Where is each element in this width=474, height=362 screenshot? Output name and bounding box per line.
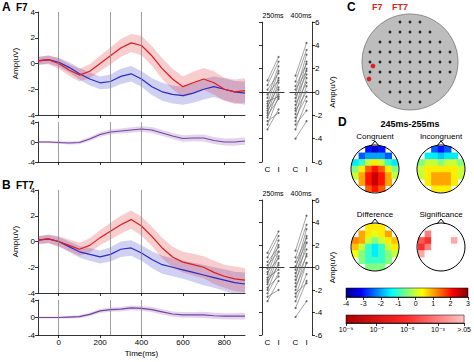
svg-text:2: 2 bbox=[31, 211, 36, 220]
svg-text:0: 0 bbox=[56, 338, 61, 347]
svg-text:F7: F7 bbox=[372, 2, 383, 12]
svg-text:-4: -4 bbox=[27, 110, 35, 120]
svg-text:-2: -2 bbox=[315, 111, 323, 120]
svg-text:250ms: 250ms bbox=[262, 190, 284, 197]
svg-text:C: C bbox=[293, 165, 299, 174]
svg-text:2: 2 bbox=[449, 300, 453, 307]
svg-text:A: A bbox=[2, 0, 11, 14]
svg-text:0: 0 bbox=[31, 138, 36, 147]
svg-text:-4: -4 bbox=[315, 134, 323, 143]
svg-text:Significance: Significance bbox=[419, 210, 463, 219]
svg-text:F7: F7 bbox=[16, 2, 28, 13]
svg-text:-1: -1 bbox=[395, 300, 401, 307]
svg-text:-4: -4 bbox=[343, 300, 349, 307]
svg-text:Time(ms): Time(ms) bbox=[125, 349, 159, 358]
svg-text:-2: -2 bbox=[315, 286, 323, 295]
svg-text:0: 0 bbox=[31, 59, 36, 68]
svg-text:245ms-255ms: 245ms-255ms bbox=[380, 119, 439, 129]
svg-text:C: C bbox=[265, 338, 271, 347]
svg-text:200: 200 bbox=[93, 338, 107, 347]
svg-text:FT7: FT7 bbox=[392, 2, 408, 12]
svg-text:10⁻⁹: 10⁻⁹ bbox=[339, 326, 353, 333]
svg-text:0: 0 bbox=[31, 237, 36, 246]
svg-text:1: 1 bbox=[431, 300, 435, 307]
svg-text:-4: -4 bbox=[27, 288, 35, 298]
svg-text:2: 2 bbox=[315, 64, 320, 73]
svg-text:600: 600 bbox=[176, 338, 190, 347]
svg-text:4: 4 bbox=[31, 8, 36, 17]
svg-text:Amp(uV): Amp(uV) bbox=[11, 225, 20, 257]
svg-text:C: C bbox=[265, 165, 271, 174]
svg-text:I: I bbox=[305, 338, 307, 347]
svg-text:0: 0 bbox=[315, 88, 320, 97]
svg-text:-4: -4 bbox=[315, 308, 323, 317]
svg-text:I: I bbox=[305, 165, 307, 174]
svg-text:-3: -3 bbox=[360, 300, 366, 307]
svg-text:Congruent: Congruent bbox=[356, 132, 394, 141]
svg-text:2: 2 bbox=[31, 33, 36, 42]
svg-text:FT7: FT7 bbox=[16, 180, 34, 191]
svg-text:-4: -4 bbox=[28, 331, 36, 340]
svg-text:6: 6 bbox=[315, 18, 320, 27]
svg-text:6: 6 bbox=[315, 196, 320, 205]
svg-text:0: 0 bbox=[31, 313, 36, 322]
svg-text:Difference: Difference bbox=[357, 210, 394, 219]
svg-text:I: I bbox=[277, 165, 279, 174]
svg-text:-2: -2 bbox=[28, 85, 36, 94]
svg-text:3: 3 bbox=[466, 300, 470, 307]
svg-text:4: 4 bbox=[315, 218, 320, 227]
svg-text:10⁻³: 10⁻³ bbox=[431, 326, 445, 333]
svg-text:2: 2 bbox=[315, 241, 320, 250]
svg-text:B: B bbox=[2, 178, 11, 192]
svg-text:-4: -4 bbox=[28, 158, 36, 167]
svg-text:Amp(uV): Amp(uV) bbox=[11, 47, 20, 79]
svg-text:C: C bbox=[347, 0, 356, 14]
svg-text:4: 4 bbox=[315, 41, 320, 50]
svg-text:4: 4 bbox=[31, 118, 36, 127]
svg-text:-2: -2 bbox=[378, 300, 384, 307]
svg-text:10⁻⁵: 10⁻⁵ bbox=[400, 326, 414, 333]
svg-text:400ms: 400ms bbox=[290, 12, 312, 19]
svg-text:-2: -2 bbox=[28, 263, 36, 272]
svg-text:400: 400 bbox=[135, 338, 149, 347]
svg-text:250ms: 250ms bbox=[262, 12, 284, 19]
svg-text:Amp(uV): Amp(uV) bbox=[328, 251, 337, 283]
svg-text:10⁻⁷: 10⁻⁷ bbox=[370, 326, 384, 333]
svg-text:D: D bbox=[338, 115, 347, 129]
svg-text:4: 4 bbox=[31, 296, 36, 305]
svg-text:I: I bbox=[277, 338, 279, 347]
svg-text:Amp(uV): Amp(uV) bbox=[328, 76, 337, 108]
svg-text:>.05: >.05 bbox=[457, 326, 471, 333]
svg-text:C: C bbox=[293, 338, 299, 347]
svg-text:-6: -6 bbox=[315, 331, 323, 340]
svg-text:0: 0 bbox=[414, 300, 418, 307]
svg-text:Incongruent: Incongruent bbox=[420, 132, 463, 141]
svg-text:400ms: 400ms bbox=[290, 190, 312, 197]
svg-text:-6: -6 bbox=[315, 158, 323, 167]
svg-text:0: 0 bbox=[315, 263, 320, 272]
svg-text:800: 800 bbox=[218, 338, 232, 347]
